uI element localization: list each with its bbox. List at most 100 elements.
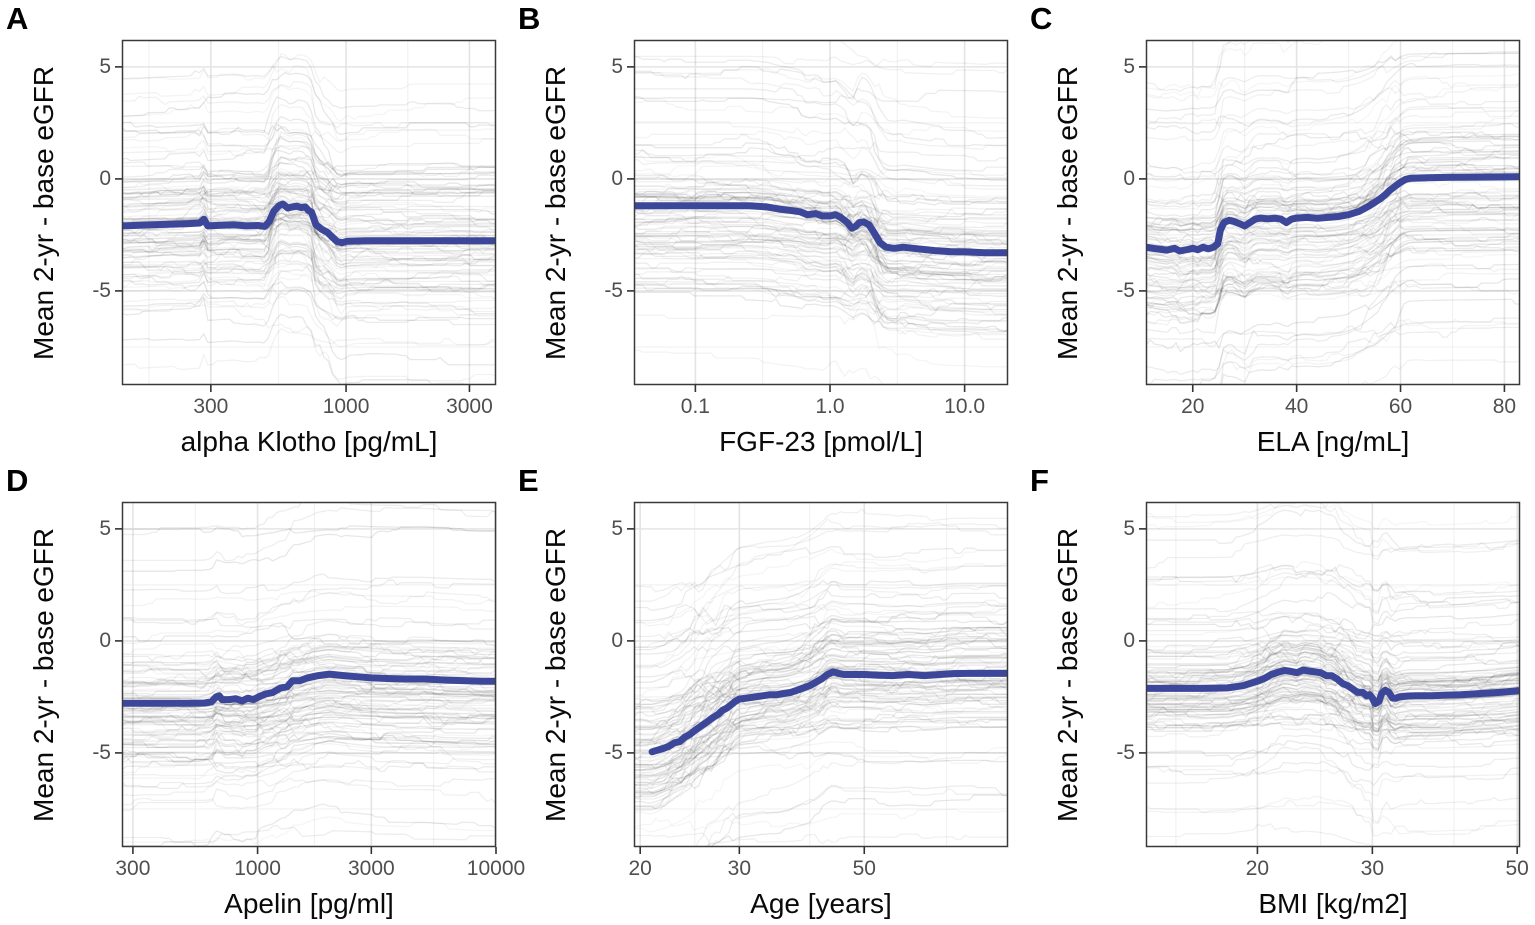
x-tick-label: 1000 <box>322 395 370 418</box>
y-tick-label: -5 <box>604 740 623 764</box>
panel-letter: F <box>1030 463 1049 498</box>
x-axis-title: FGF-23 [pmol/L] <box>719 426 923 457</box>
x-tick-label: 10.0 <box>944 395 986 418</box>
x-tick-label: 300 <box>193 395 229 418</box>
mean-pdp-line <box>122 200 496 247</box>
x-tick-label: 50 <box>1505 857 1529 880</box>
x-axis-title: alpha Klotho [pg/mL] <box>180 426 438 457</box>
panel-letter: B <box>518 1 541 36</box>
mean-pdp-line <box>122 670 496 707</box>
panel-letter: C <box>1030 1 1053 36</box>
panel-border <box>633 39 1009 386</box>
plot-area: 5 0 -5 20 30 50 <box>604 501 1009 880</box>
panel-B: B Mean 2-yr - base eGFR 5 0 -5 0.1 1.0 10.0 … <box>512 0 1024 462</box>
panel-D: D Mean 2-yr - base eGFR 5 0 -5 300 1000 3000… <box>0 462 525 925</box>
x-tick-label: 60 <box>1388 395 1413 418</box>
y-tick-label: 5 <box>1123 54 1135 78</box>
y-tick-label: -5 <box>1116 740 1135 764</box>
mean-pdp-line <box>1146 666 1520 708</box>
plot-canvas <box>627 501 1009 854</box>
y-tick-label: -5 <box>604 278 623 302</box>
y-tick-label: 0 <box>99 628 111 652</box>
y-tick-label: -5 <box>1116 278 1135 302</box>
panel-border <box>121 39 497 386</box>
x-tick-label: 3000 <box>446 395 493 418</box>
x-tick-label: 20 <box>628 857 652 880</box>
x-axis-title: Apelin [pg/ml] <box>224 888 394 919</box>
y-tick-label: 5 <box>99 54 111 78</box>
gridlines <box>122 502 497 847</box>
plot-area: 5 0 -5 300 1000 3000 10000 <box>92 501 525 880</box>
ice-curves <box>634 508 1008 847</box>
y-axis-title: Mean 2-yr - base eGFR <box>28 65 59 360</box>
x-tick-label: 30 <box>1360 857 1385 880</box>
panel-C: C Mean 2-yr - base eGFR 5 0 -5 20 40 60 80 EL… <box>1024 0 1535 462</box>
y-axis-title: Mean 2-yr - base eGFR <box>1052 527 1083 822</box>
x-tick-label: 20 <box>1181 395 1205 418</box>
y-tick-label: 0 <box>611 628 623 652</box>
panel-E: E Mean 2-yr - base eGFR 5 0 -5 20 30 50 Age … <box>512 462 1024 925</box>
panel-letter: D <box>6 463 29 498</box>
x-tick-label: 50 <box>852 857 876 880</box>
x-tick-label: 3000 <box>347 857 395 880</box>
plot-area: 5 0 -5 20 40 60 80 <box>1116 39 1521 418</box>
gridlines <box>1146 502 1520 847</box>
x-axis-title: ELA [ng/mL] <box>1256 426 1410 457</box>
panel-border <box>633 501 1009 848</box>
tick-marks <box>627 66 966 392</box>
tick-marks <box>115 66 471 392</box>
x-tick-label: 30 <box>727 857 752 880</box>
plot-canvas <box>627 39 1009 392</box>
y-tick-label: 0 <box>1123 628 1135 652</box>
plot-area: 5 0 -5 0.1 1.0 10.0 <box>604 39 1009 418</box>
y-tick-label: -5 <box>92 740 111 764</box>
x-tick-label: 40 <box>1284 395 1309 418</box>
y-axis-title: Mean 2-yr - base eGFR <box>1052 65 1083 360</box>
tick-marks <box>115 528 497 854</box>
plot-area: 5 0 -5 300 1000 3000 <box>92 39 497 418</box>
x-axis-title: Age [years] <box>750 888 892 919</box>
y-tick-label: -5 <box>92 278 111 302</box>
panel-A: A Mean 2-yr - base eGFR 5 0 -5 300 1000 3000… <box>0 0 512 462</box>
panel-F: F Mean 2-yr - base eGFR 5 0 -5 20 30 50 BMI … <box>1024 462 1535 925</box>
y-tick-label: 0 <box>611 166 623 190</box>
y-tick-label: 0 <box>99 166 111 190</box>
y-tick-label: 5 <box>611 516 623 540</box>
ice-curves <box>122 502 496 847</box>
y-tick-label: 0 <box>1123 166 1135 190</box>
plot-canvas <box>115 501 497 854</box>
plot-canvas <box>1139 501 1521 854</box>
panel-letter: A <box>6 1 29 36</box>
x-tick-label: 1000 <box>234 857 281 880</box>
tick-marks <box>1139 528 1518 854</box>
x-tick-label: 0.1 <box>680 395 710 418</box>
panel-border <box>1145 39 1521 386</box>
panel-letter: E <box>518 463 539 498</box>
x-tick-label: 20 <box>1245 857 1270 880</box>
x-tick-label: 300 <box>115 857 151 880</box>
y-axis-title: Mean 2-yr - base eGFR <box>540 65 571 360</box>
tick-marks <box>1139 66 1506 392</box>
y-tick-label: 5 <box>1123 516 1135 540</box>
plot-canvas <box>115 39 497 392</box>
ice-curves <box>1146 40 1520 385</box>
y-tick-label: 5 <box>99 516 111 540</box>
x-tick-label: 1.0 <box>815 395 845 418</box>
panel-border <box>121 501 497 848</box>
x-tick-label: 10000 <box>466 857 526 880</box>
panel-border <box>1145 501 1521 848</box>
ice-curves <box>122 52 496 385</box>
plot-canvas <box>1139 39 1521 392</box>
mean-pdp-line <box>634 202 1008 257</box>
mean-pdp-line <box>1146 173 1520 255</box>
x-tick-label: 80 <box>1492 395 1517 418</box>
gridlines <box>634 40 1008 385</box>
tick-marks <box>627 528 866 854</box>
plot-area: 5 0 -5 20 30 50 <box>1116 501 1529 880</box>
y-axis-title: Mean 2-yr - base eGFR <box>540 527 571 822</box>
x-axis-title: BMI [kg/m2] <box>1258 888 1408 919</box>
gridlines <box>122 40 496 385</box>
y-axis-title: Mean 2-yr - base eGFR <box>28 527 59 822</box>
mean-pdp-line <box>648 668 1008 756</box>
